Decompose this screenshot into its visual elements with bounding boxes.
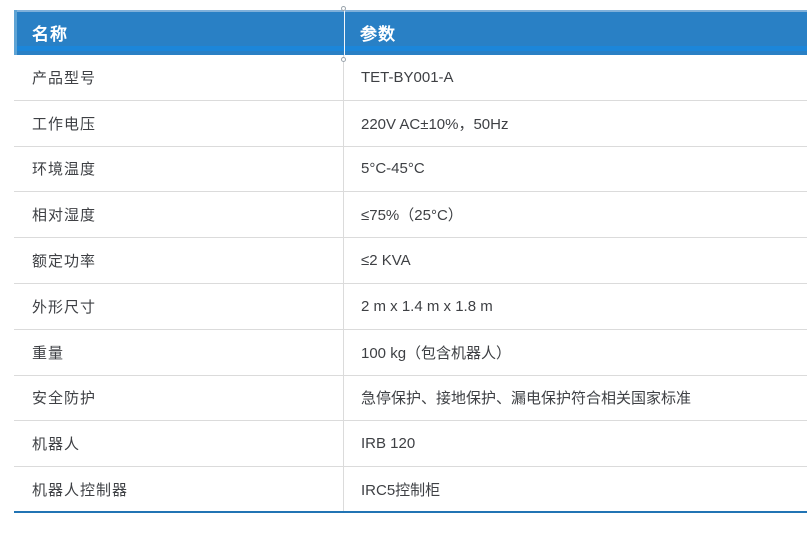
table-row: 重量 100 kg（包含机器人） [14, 329, 807, 376]
row-value-cell: IRC5控制柜 [343, 467, 807, 511]
resize-knob-bottom-icon[interactable] [341, 57, 346, 62]
table-row: 额定功率 ≤2 KVA [14, 238, 807, 284]
row-name-cell: 产品型号 [32, 69, 97, 87]
row-name-cell: 外形尺寸 [32, 298, 97, 316]
row-value-cell: IRB 120 [343, 421, 807, 467]
table-row: 安全防护 急停保护、接地保护、漏电保护符合相关国家标准 [14, 375, 807, 422]
row-name-cell: 工作电压 [32, 115, 97, 133]
table-row: 机器人 IRB 120 [14, 421, 807, 468]
row-value-cell: 2 m x 1.4 m x 1.8 m [343, 283, 807, 329]
column-resize-handle[interactable] [341, 6, 348, 62]
row-name-cell: 相对湿度 [32, 207, 97, 225]
table-row: 相对湿度 ≤75%（25°C） [14, 192, 807, 239]
row-value-cell: 100 kg（包含机器人） [343, 329, 807, 375]
column-divider-line [344, 9, 345, 59]
table-body: 产品型号 TET-BY001-A 工作电压 220V AC±10%，50Hz 环境温度 5… [14, 55, 807, 513]
row-value-cell: 急停保护、接地保护、漏电保护符合相关国家标准 [343, 375, 807, 421]
row-name-cell: 额定功率 [32, 253, 97, 271]
table-row: 环境温度 5°C-45°C [14, 146, 807, 193]
header-cell-name: 名称 [32, 25, 68, 44]
row-name-cell: 机器人 [32, 436, 81, 454]
table-row: 工作电压 220V AC±10%，50Hz [14, 100, 807, 147]
table-row: 外形尺寸 2 m x 1.4 m x 1.8 m [14, 283, 807, 330]
row-value-cell: 220V AC±10%，50Hz [343, 100, 807, 146]
row-value-cell: ≤75%（25°C） [343, 192, 807, 238]
row-name-cell: 重量 [32, 344, 65, 362]
row-name-cell: 机器人控制器 [32, 481, 129, 499]
row-value-cell: TET-BY001-A [343, 55, 807, 100]
row-name-cell: 安全防护 [32, 390, 97, 408]
header-cell-parameter: 参数 [360, 25, 396, 44]
row-value-cell: ≤2 KVA [343, 238, 807, 283]
table-row: 机器人控制器 IRC5控制柜 [14, 467, 807, 513]
row-name-cell: 环境温度 [32, 161, 97, 179]
table-row: 产品型号 TET-BY001-A [14, 55, 807, 101]
resize-knob-top-icon[interactable] [341, 6, 346, 11]
spec-table: 名称 参数 产品型号 TET-BY001-A 工作电压 220V AC±10%，50H… [14, 6, 807, 513]
table-header-row: 名称 参数 [14, 10, 807, 55]
row-value-cell: 5°C-45°C [343, 146, 807, 192]
